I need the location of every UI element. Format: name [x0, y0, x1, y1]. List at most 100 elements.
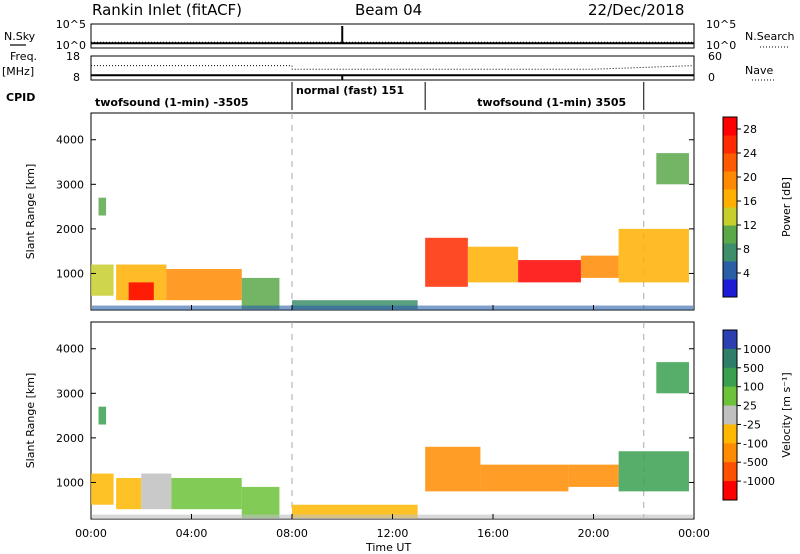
power-colorbar-tick-label: 8 — [743, 243, 750, 256]
power-region — [425, 237, 468, 287]
x-tick-label: 16:00 — [477, 527, 509, 540]
power-colorbar-tick-label: 12 — [743, 219, 757, 232]
power-colorbar-swatch — [723, 135, 737, 154]
power-region — [292, 300, 418, 310]
velocity-region — [141, 473, 172, 510]
velocity-region — [91, 473, 114, 505]
velocity-colorbar-label: Velocity [m s⁻¹] — [780, 372, 793, 457]
velocity-region — [98, 406, 107, 425]
nsearch-ytick: 10^5 — [706, 18, 736, 31]
cpid-segment-label: normal (fast) 151 — [296, 84, 404, 97]
velocity-ylabel: Slant Range [km] — [24, 373, 37, 469]
nsky-label: N.Sky — [4, 30, 36, 43]
power-ytick-label: 1000 — [56, 267, 84, 280]
nsky-ytick: 10^0 — [56, 39, 86, 52]
velocity-colorbar-swatch — [723, 330, 737, 350]
velocity-colorbar-tick-label: 25 — [743, 400, 757, 413]
power-ytick-label: 2000 — [56, 223, 84, 236]
power-region — [467, 246, 519, 283]
power-colorbar-swatch — [723, 243, 737, 262]
nave-line — [91, 65, 695, 70]
power-colorbar-label: Power [dB] — [780, 177, 793, 237]
velocity-region — [116, 477, 142, 510]
freq-frame — [90, 55, 695, 81]
velocity-ytick-label: 1000 — [56, 476, 84, 489]
power-region — [580, 255, 619, 278]
cpid-label: CPID — [6, 91, 35, 104]
power-colorbar-frame — [722, 116, 738, 298]
x-tick-label: 00:00 — [75, 527, 107, 540]
nsky-frame — [90, 23, 695, 49]
power-region — [241, 277, 280, 310]
power-colorbar-tick-label: 24 — [743, 147, 757, 160]
power-colorbar-swatch — [723, 279, 737, 298]
velocity-colorbar-swatch — [723, 462, 737, 482]
nsearch-ytick: 10^0 — [706, 39, 736, 52]
power-colorbar-tick-label: 28 — [743, 123, 757, 136]
velocity-colorbar-tick-label: -25 — [743, 418, 761, 431]
power-region — [518, 260, 581, 283]
velocity-colorbar-tick-label: 500 — [743, 362, 764, 375]
velocity-colorbar-tick-label: -1000 — [743, 475, 775, 488]
power-colorbar-swatch — [723, 207, 737, 226]
velocity-region — [171, 477, 242, 510]
velocity-colorbar-swatch — [723, 386, 737, 407]
x-tick-label: 20:00 — [578, 527, 610, 540]
power-region — [166, 268, 242, 301]
cpid-segment-label: twofsound (1-min) -3505 — [95, 96, 249, 109]
velocity-region — [656, 362, 689, 394]
velocity-colorbar-swatch — [723, 348, 737, 369]
cpid-panel: twofsound (1-min) -3505 normal (fast) 151… — [95, 82, 645, 110]
velocity-ytick-label: 2000 — [56, 432, 84, 445]
velocity-colorbar: 1000 500 100 25 -25 -100 -500 -1000 Velocity [m … — [722, 329, 793, 501]
power-colorbar-swatch — [723, 261, 737, 280]
velocity-ytick-label: 4000 — [56, 343, 84, 356]
velocity-ytick-label: 3000 — [56, 387, 84, 400]
power-colorbar-swatch — [723, 117, 737, 136]
velocity-colorbar-swatch — [723, 424, 737, 444]
cpid-segment-label: twofsound (1-min) 3505 — [477, 96, 626, 109]
power-region — [91, 264, 114, 296]
x-tick-label: 00:00 — [678, 527, 710, 540]
date-title: 22/Dec/2018 — [588, 1, 684, 19]
freq-ytick: 8 — [73, 71, 80, 84]
velocity-region — [425, 446, 481, 492]
power-panel: 1000 2000 3000 4000 Slant Range [km] — [24, 112, 695, 311]
velocity-colorbar-swatch — [723, 481, 737, 501]
x-axis-label: Time UT — [365, 541, 411, 554]
power-colorbar-tick-label: 16 — [743, 195, 757, 208]
freq-unit-label: [MHz] — [2, 65, 34, 78]
x-tick-label: 12:00 — [377, 527, 409, 540]
power-region — [98, 197, 107, 216]
x-tick-label: 04:00 — [176, 527, 208, 540]
power-region — [656, 153, 689, 185]
nave-ytick: 60 — [708, 50, 722, 63]
velocity-colorbar-swatch — [723, 367, 737, 388]
power-colorbar-swatch — [723, 153, 737, 172]
power-colorbar-tick-label: 20 — [743, 171, 757, 184]
power-colorbar-swatch — [723, 189, 737, 208]
velocity-colorbar-swatch — [723, 405, 737, 425]
nave-label: Nave — [745, 64, 773, 77]
velocity-colorbar-tick-label: 1000 — [743, 343, 771, 356]
velocity-colorbar-frame — [722, 329, 738, 501]
power-ytick-label: 4000 — [56, 134, 84, 147]
velocity-region — [568, 464, 619, 487]
freq-panel: 18 8 60 0 — [66, 50, 722, 84]
time-axis: 00:00 04:00 08:00 12:00 16:00 20:00 00:00 — [75, 527, 710, 540]
power-colorbar-swatch — [723, 225, 737, 244]
power-ylabel: Slant Range [km] — [24, 164, 37, 260]
velocity-colorbar-swatch — [723, 443, 737, 463]
velocity-region — [618, 451, 689, 492]
x-tick-label: 08:00 — [276, 527, 308, 540]
power-region — [618, 228, 689, 283]
velocity-colorbar-tick-label: -100 — [743, 437, 768, 450]
power-region — [128, 282, 154, 301]
power-colorbar-tick-label: 4 — [743, 267, 750, 280]
power-ytick-label: 3000 — [56, 178, 84, 191]
nsky-panel: 10^5 10^0 10^5 10^0 — [56, 18, 736, 52]
velocity-colorbar-tick-label: 100 — [743, 381, 764, 394]
nsky-ytick: 10^5 — [56, 18, 86, 31]
velocity-colorbar-tick-label: -500 — [743, 456, 768, 469]
